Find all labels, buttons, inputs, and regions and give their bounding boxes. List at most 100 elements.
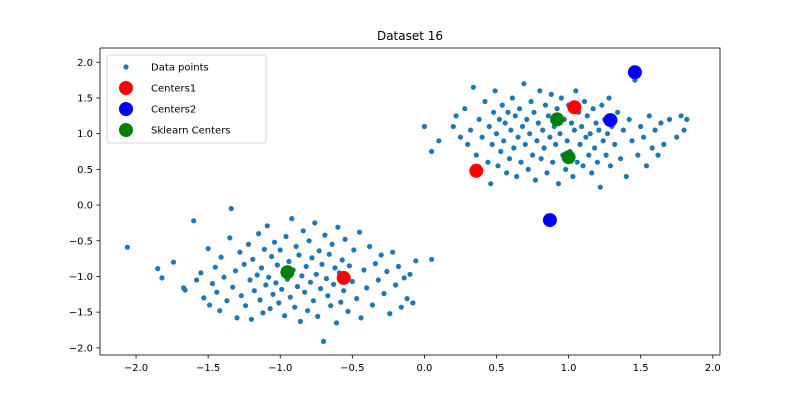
data-points-point [537, 88, 543, 94]
data-points-point [346, 263, 352, 269]
x-tick-label: −1.0 [268, 363, 292, 374]
data-points-point [124, 244, 130, 250]
centers2-point [627, 65, 642, 80]
data-points-point [338, 299, 344, 305]
data-points-point [505, 109, 511, 115]
x-tick-label: −0.5 [340, 363, 364, 374]
data-points-point [482, 98, 488, 105]
data-points-point [581, 98, 588, 105]
data-points-point [514, 173, 520, 180]
data-points-point [641, 134, 647, 140]
data-points-point [542, 102, 549, 108]
data-points-point [600, 138, 606, 144]
data-points-point [643, 163, 650, 169]
data-points-point [282, 313, 288, 319]
legend-label-data-points: Data points [151, 63, 209, 74]
centers2-point [542, 213, 557, 228]
data-points-point [315, 313, 321, 319]
data-points-point [592, 145, 598, 151]
data-points-point [300, 228, 306, 234]
data-points-point [593, 120, 599, 126]
data-points-point [318, 286, 324, 292]
data-points-point [351, 247, 357, 253]
sklearn-centers-point [561, 150, 576, 165]
data-points-point [594, 159, 601, 165]
data-points-point [250, 256, 256, 262]
x-axis: −2.0 −1.5 −1.0 −0.5 0.0 0.5 1.0 1.5 2.0 [124, 355, 721, 374]
plot-area [99, 47, 721, 356]
data-points-point [499, 102, 505, 108]
data-points-point [372, 261, 378, 267]
data-points-point [521, 81, 527, 87]
data-points-point [342, 236, 348, 242]
data-points-point [361, 267, 367, 273]
data-points-point [207, 302, 213, 308]
data-points-point [649, 145, 655, 151]
legend-frame [106, 54, 267, 144]
data-points-point [230, 284, 236, 290]
axes-frame [99, 47, 721, 356]
data-points-point [508, 127, 514, 133]
legend-marker-sklearn-centers [119, 123, 133, 137]
data-points-point [305, 308, 311, 314]
data-points-point [369, 302, 376, 308]
data-points-point [615, 109, 621, 115]
data-points-point [457, 134, 464, 140]
centers1-point [469, 163, 484, 178]
data-points-point [626, 116, 632, 122]
data-points-point [232, 268, 239, 274]
data-points-point [358, 315, 364, 321]
data-points-point [243, 303, 249, 309]
data-points-point [270, 291, 276, 297]
data-points-point [254, 272, 260, 278]
data-marks [124, 65, 690, 344]
data-points-point [635, 152, 641, 158]
data-points-point [646, 113, 652, 119]
x-tick-label: 0.0 [416, 363, 432, 374]
data-points-point [410, 300, 416, 306]
data-points-point [541, 145, 547, 151]
data-points-point [269, 253, 275, 260]
data-points-point [564, 138, 570, 144]
data-points-point [509, 95, 515, 101]
data-points-point [491, 109, 497, 115]
data-points-point [568, 120, 575, 126]
data-points-point [341, 288, 347, 294]
data-points-point [328, 303, 334, 309]
data-points-point [584, 113, 590, 119]
data-points-point [384, 268, 390, 275]
x-tick-label: 2.0 [705, 363, 721, 374]
data-points-point [518, 159, 524, 165]
data-points-point [381, 291, 387, 297]
data-points-point [286, 258, 292, 265]
data-points-point [583, 134, 589, 140]
data-points-point [263, 282, 269, 288]
data-points-point [436, 138, 442, 144]
data-points-point [587, 131, 593, 137]
data-points-point [214, 289, 220, 295]
data-points-point [429, 256, 435, 262]
data-points-point [297, 318, 303, 324]
data-points-point [534, 138, 540, 144]
data-points-point [498, 148, 504, 155]
data-points-point [332, 265, 338, 271]
data-points-point [493, 131, 500, 137]
data-points-point [577, 141, 583, 147]
y-tick-label: 1.5 [77, 93, 93, 104]
data-points-point [182, 287, 188, 293]
data-points-point [404, 296, 410, 302]
data-points-point [313, 271, 319, 277]
data-points-point [580, 163, 586, 169]
data-points-point [378, 252, 384, 258]
data-points-point [545, 113, 552, 119]
data-points-point [339, 257, 345, 263]
data-points-point [319, 261, 325, 267]
data-points-point [557, 131, 563, 137]
data-points-point [333, 320, 340, 326]
data-points-point [241, 261, 247, 267]
data-points-point [294, 283, 301, 290]
data-points-point [224, 298, 230, 304]
data-points-point [462, 106, 468, 112]
y-tick-label: 0.5 [77, 165, 93, 176]
data-points-point [316, 248, 322, 254]
